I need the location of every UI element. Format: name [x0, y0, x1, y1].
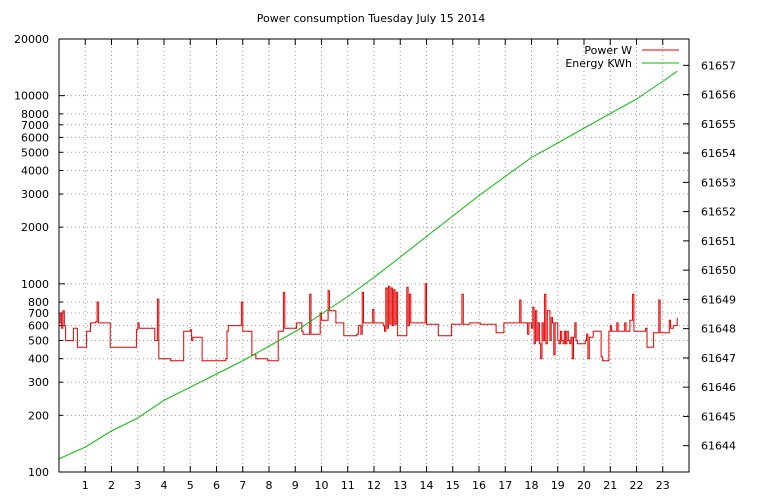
- x-tick-label-1: 1: [82, 479, 89, 492]
- right-tick-label-61646: 61646: [701, 381, 736, 394]
- series-line-power: [59, 283, 678, 362]
- x-tick-label-4: 4: [161, 479, 168, 492]
- right-tick-label-61654: 61654: [701, 147, 736, 160]
- right-tick-label-61656: 61656: [701, 89, 736, 102]
- x-tick-label-20: 20: [577, 479, 591, 492]
- plot-frame: [58, 38, 690, 473]
- right-tick-label-61649: 61649: [701, 293, 736, 306]
- x-tick-label-15: 15: [446, 479, 460, 492]
- left-tick-label-10000: 10000: [14, 90, 49, 103]
- left-tick-label-800: 800: [28, 296, 49, 309]
- left-tick-label-300: 300: [28, 376, 49, 389]
- x-tick-label-22: 22: [630, 479, 644, 492]
- x-tick-label-17: 17: [498, 479, 512, 492]
- left-tick-label-20000: 20000: [14, 33, 49, 46]
- left-tick-label-3000: 3000: [21, 188, 49, 201]
- left-tick-label-600: 600: [28, 320, 49, 333]
- right-tick-label-61648: 61648: [701, 323, 736, 336]
- left-tick-label-4000: 4000: [21, 165, 49, 178]
- legend-label-power: Power W: [584, 44, 632, 57]
- left-tick-label-500: 500: [28, 334, 49, 347]
- legend-label-energy: Energy KWh: [565, 57, 632, 70]
- right-tick-label-61653: 61653: [701, 176, 736, 189]
- right-tick-label-61657: 61657: [701, 59, 736, 72]
- legend: Power W Energy KWh: [565, 44, 679, 70]
- right-axis-ticks: 61644 61645 61646 61647 61648 61649 61650 61651…: [683, 59, 736, 453]
- right-tick-label-61651: 61651: [701, 235, 736, 248]
- x-tick-label-9: 9: [292, 479, 299, 492]
- chart-title: Power consumption Tuesday July 15 2014: [257, 12, 486, 25]
- left-tick-label-700: 700: [28, 307, 49, 320]
- left-tick-label-7000: 7000: [21, 119, 49, 132]
- left-tick-label-400: 400: [28, 353, 49, 366]
- series-line-energy: [58, 70, 678, 460]
- x-axis-ticks: 1 2 3 4 5 6 7 8 9 10 11 12 13 14 15 16 17 18 19 20 21 22 23: [82, 39, 670, 492]
- x-tick-label-19: 19: [551, 479, 565, 492]
- left-tick-label-6000: 6000: [21, 131, 49, 144]
- left-tick-label-200: 200: [28, 409, 49, 422]
- series-layer: [58, 70, 678, 460]
- x-tick-label-13: 13: [393, 479, 407, 492]
- right-tick-label-61645: 61645: [701, 410, 736, 423]
- x-tick-label-18: 18: [525, 479, 539, 492]
- x-tick-label-14: 14: [420, 479, 434, 492]
- right-tick-label-61655: 61655: [701, 118, 736, 131]
- x-tick-label-23: 23: [656, 479, 670, 492]
- x-tick-label-5: 5: [187, 479, 194, 492]
- x-tick-label-16: 16: [472, 479, 486, 492]
- left-tick-label-8000: 8000: [21, 108, 49, 121]
- right-tick-label-61644: 61644: [701, 440, 736, 453]
- x-tick-label-12: 12: [367, 479, 381, 492]
- right-tick-label-61647: 61647: [701, 352, 736, 365]
- x-tick-label-11: 11: [341, 479, 355, 492]
- x-tick-label-6: 6: [213, 479, 220, 492]
- x-tick-label-10: 10: [315, 479, 329, 492]
- left-tick-label-100: 100: [28, 466, 49, 479]
- left-tick-label-2000: 2000: [21, 221, 49, 234]
- x-tick-label-21: 21: [603, 479, 617, 492]
- right-tick-label-61652: 61652: [701, 206, 736, 219]
- left-tick-label-1000: 1000: [21, 278, 49, 291]
- x-tick-label-3: 3: [134, 479, 141, 492]
- x-tick-label-8: 8: [266, 479, 273, 492]
- x-tick-label-7: 7: [239, 479, 246, 492]
- right-tick-label-61650: 61650: [701, 264, 736, 277]
- x-tick-label-2: 2: [108, 479, 115, 492]
- left-tick-label-5000: 5000: [21, 146, 49, 159]
